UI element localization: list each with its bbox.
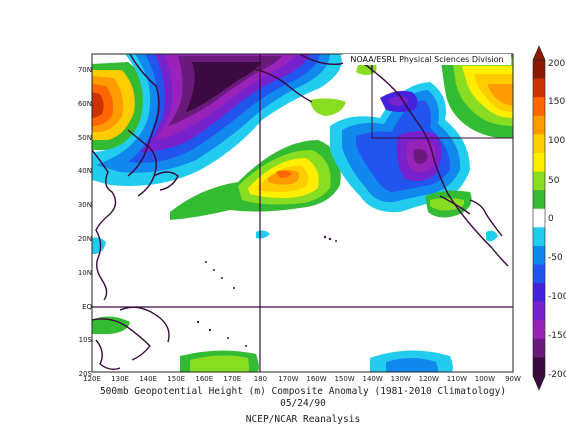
lat-label: 60N bbox=[77, 99, 92, 108]
colorbar-swatch bbox=[533, 152, 545, 172]
lon-label: 150E bbox=[167, 375, 186, 383]
lon-label: 120W bbox=[418, 375, 439, 383]
lat-label: 20N bbox=[77, 235, 92, 243]
colorbar-swatch bbox=[533, 208, 545, 228]
colorbar-label: 200 bbox=[548, 59, 566, 69]
caption-title: 500mb Geopotential Height (m) Composite … bbox=[99, 386, 507, 397]
lat-label: 50N bbox=[77, 133, 92, 142]
colorbar-swatch bbox=[533, 171, 545, 191]
lon-label: 120E bbox=[83, 375, 101, 383]
credit-label: NOAA/ESRL Physical Sciences Division bbox=[343, 54, 511, 65]
colorbar-label: -200 bbox=[548, 370, 566, 380]
colorbar-swatch bbox=[533, 338, 545, 358]
lon-label: 90W bbox=[505, 375, 521, 383]
lon-label: 170E bbox=[223, 375, 242, 383]
colorbar-swatch bbox=[533, 190, 545, 210]
lat-label: 70N bbox=[77, 66, 92, 74]
lat-label: 10N bbox=[77, 268, 92, 277]
colorbar-swatch bbox=[533, 97, 545, 117]
colorbar-swatch bbox=[533, 78, 545, 98]
lon-label: 160E bbox=[195, 375, 214, 383]
colorbar-label: -50 bbox=[548, 253, 563, 263]
map-frame bbox=[91, 53, 514, 373]
colorbar-swatch bbox=[533, 301, 545, 321]
lat-label: 10S bbox=[78, 336, 92, 345]
caption-date: 05/24/90 bbox=[280, 398, 326, 409]
caption-source: NCEP/NCAR Reanalysis bbox=[245, 414, 361, 425]
lon-label: 140E bbox=[139, 375, 158, 383]
islands bbox=[196, 235, 337, 347]
colorbar-swatch bbox=[533, 60, 545, 79]
lon-label: 100W bbox=[474, 375, 496, 383]
colorbar-top-arrow bbox=[532, 45, 546, 61]
colorbar-swatch bbox=[533, 134, 545, 154]
lon-label: 160W bbox=[306, 375, 327, 383]
colorbar-label: 50 bbox=[548, 176, 560, 186]
lon-label: 130W bbox=[390, 375, 411, 383]
lat-label: EQ bbox=[82, 302, 92, 311]
lon-label: 150W bbox=[334, 375, 355, 383]
colorbar bbox=[532, 45, 546, 391]
colorbar-label: -100 bbox=[548, 292, 566, 302]
lat-label: 20S bbox=[78, 370, 92, 379]
map-plot-area bbox=[92, 54, 513, 372]
colorbar-label: 150 bbox=[548, 97, 566, 107]
colorbar-swatch bbox=[533, 283, 545, 302]
lon-label: 180 bbox=[253, 375, 268, 383]
colorbar-swatch bbox=[533, 357, 545, 377]
colorbar-swatch bbox=[533, 264, 545, 284]
lon-label: 110W bbox=[446, 375, 467, 383]
lat-label: 40N bbox=[77, 167, 92, 176]
lat-label: 30N bbox=[77, 201, 92, 210]
colorbar-swatch bbox=[533, 320, 545, 340]
lon-label: 170W bbox=[278, 375, 299, 383]
colorbar-swatch bbox=[533, 227, 545, 247]
lon-label: 140W bbox=[362, 375, 383, 383]
colorbar-swatch bbox=[533, 245, 545, 265]
colorbar-bottom-arrow bbox=[532, 375, 546, 391]
colorbar-swatch bbox=[533, 115, 545, 135]
colorbar-label: 0 bbox=[548, 214, 554, 224]
colorbar-label: 100 bbox=[548, 136, 566, 146]
lon-label: 130E bbox=[111, 375, 129, 383]
colorbar-frame bbox=[532, 59, 546, 377]
colorbar-label: -150 bbox=[548, 331, 566, 341]
